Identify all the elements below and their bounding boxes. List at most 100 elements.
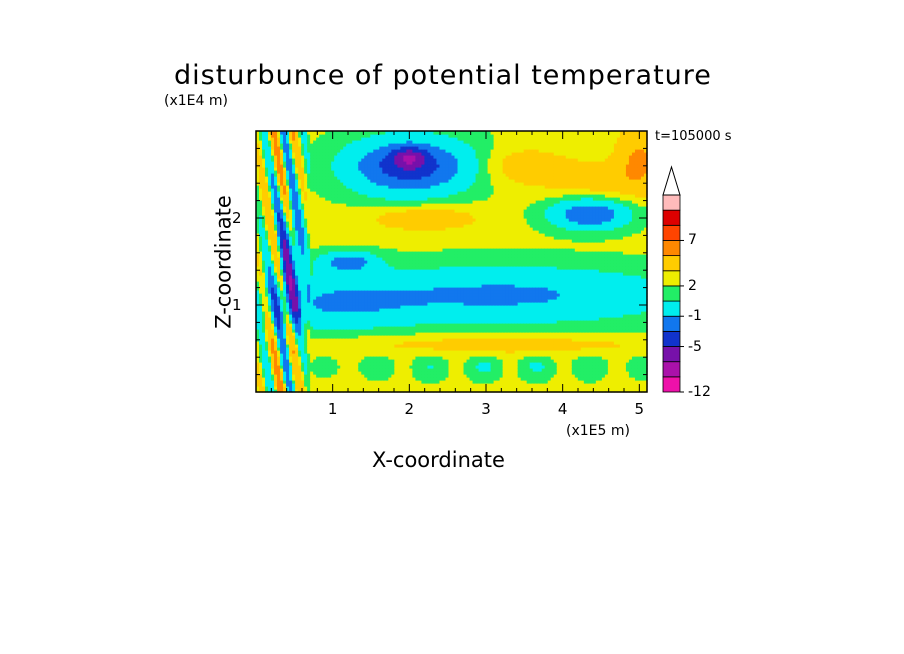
field-cell: [265, 278, 269, 282]
field-cell: [283, 215, 287, 219]
field-cell: [298, 230, 302, 234]
field-cell: [271, 365, 275, 369]
field-cell: [286, 224, 290, 228]
field-cell: [343, 161, 347, 165]
field-cell: [358, 359, 362, 363]
field-cell: [298, 365, 302, 369]
field-cell: [301, 374, 305, 378]
field-cell: [340, 296, 344, 300]
field-cell: [292, 161, 296, 165]
field-cell: [382, 389, 386, 393]
field-cell: [322, 233, 326, 237]
field-cell: [343, 146, 347, 150]
field-cell: [331, 365, 335, 369]
field-cell: [322, 206, 326, 210]
field-cell: [358, 173, 362, 177]
field-cell: [298, 275, 302, 279]
field-cell: [307, 353, 311, 357]
field-cell: [262, 356, 266, 360]
field-cell: [307, 194, 311, 198]
field-cell: [295, 356, 299, 360]
field-cell: [355, 209, 359, 213]
field-cell: [277, 170, 281, 174]
field-cell: [283, 323, 287, 327]
field-cell: [304, 359, 308, 363]
field-cell: [271, 209, 275, 213]
field-cell: [316, 341, 320, 345]
field-cell: [307, 200, 311, 204]
field-cell: [298, 146, 302, 150]
field-cell: [343, 293, 347, 297]
field-cell: [274, 251, 278, 255]
field-cell: [331, 311, 335, 315]
field-cell: [325, 233, 329, 237]
field-cell: [259, 134, 263, 138]
field-cell: [268, 230, 272, 234]
field-cell: [364, 221, 368, 225]
field-cell: [349, 188, 353, 192]
field-cell: [331, 254, 335, 258]
field-cell: [385, 299, 389, 303]
field-cell: [295, 152, 299, 156]
field-cell: [319, 242, 323, 246]
field-cell: [274, 164, 278, 168]
field-cell: [301, 242, 305, 246]
field-cell: [349, 317, 353, 321]
field-cell: [283, 293, 287, 297]
field-cell: [292, 383, 296, 387]
field-cell: [364, 164, 368, 168]
field-cell: [334, 203, 338, 207]
field-cell: [322, 380, 326, 384]
field-cell: [262, 137, 266, 141]
field-cell: [343, 329, 347, 333]
field-cell: [325, 218, 329, 222]
field-cell: [325, 170, 329, 174]
field-cell: [358, 167, 362, 171]
field-cell: [328, 308, 332, 312]
field-cell: [271, 245, 275, 249]
field-cell: [280, 158, 284, 162]
field-cell: [259, 293, 263, 297]
field-cell: [379, 134, 383, 138]
field-cell: [382, 260, 386, 264]
field-cell: [379, 215, 383, 219]
field-cell: [295, 248, 299, 252]
field-cell: [328, 332, 332, 336]
field-cell: [295, 278, 299, 282]
field-cell: [271, 185, 275, 189]
field-cell: [367, 386, 371, 390]
field-cell: [367, 341, 371, 345]
field-cell: [289, 290, 293, 294]
field-cell: [292, 236, 296, 240]
field-cell: [367, 323, 371, 327]
field-cell: [301, 365, 305, 369]
field-cell: [283, 350, 287, 354]
field-cell: [298, 347, 302, 351]
field-cell: [280, 212, 284, 216]
field-cell: [349, 365, 353, 369]
field-cell: [280, 311, 284, 315]
field-cell: [331, 359, 335, 363]
field-cell: [328, 230, 332, 234]
field-cell: [295, 281, 299, 285]
field-cell: [298, 302, 302, 306]
field-cell: [334, 296, 338, 300]
field-cell: [337, 164, 341, 168]
field-cell: [316, 344, 320, 348]
field-cell: [367, 350, 371, 354]
field-cell: [340, 137, 344, 141]
field-cell: [286, 251, 290, 255]
field-cell: [325, 302, 329, 306]
field-cell: [343, 350, 347, 354]
field-cell: [298, 299, 302, 303]
field-cell: [268, 302, 272, 306]
field-cell: [322, 356, 326, 360]
field-cell: [373, 158, 377, 162]
field-cell: [304, 143, 308, 147]
field-cell: [289, 179, 293, 183]
field-cell: [298, 329, 302, 333]
field-cell: [382, 338, 386, 342]
field-cell: [289, 272, 293, 276]
field-cell: [286, 344, 290, 348]
field-cell: [358, 269, 362, 273]
